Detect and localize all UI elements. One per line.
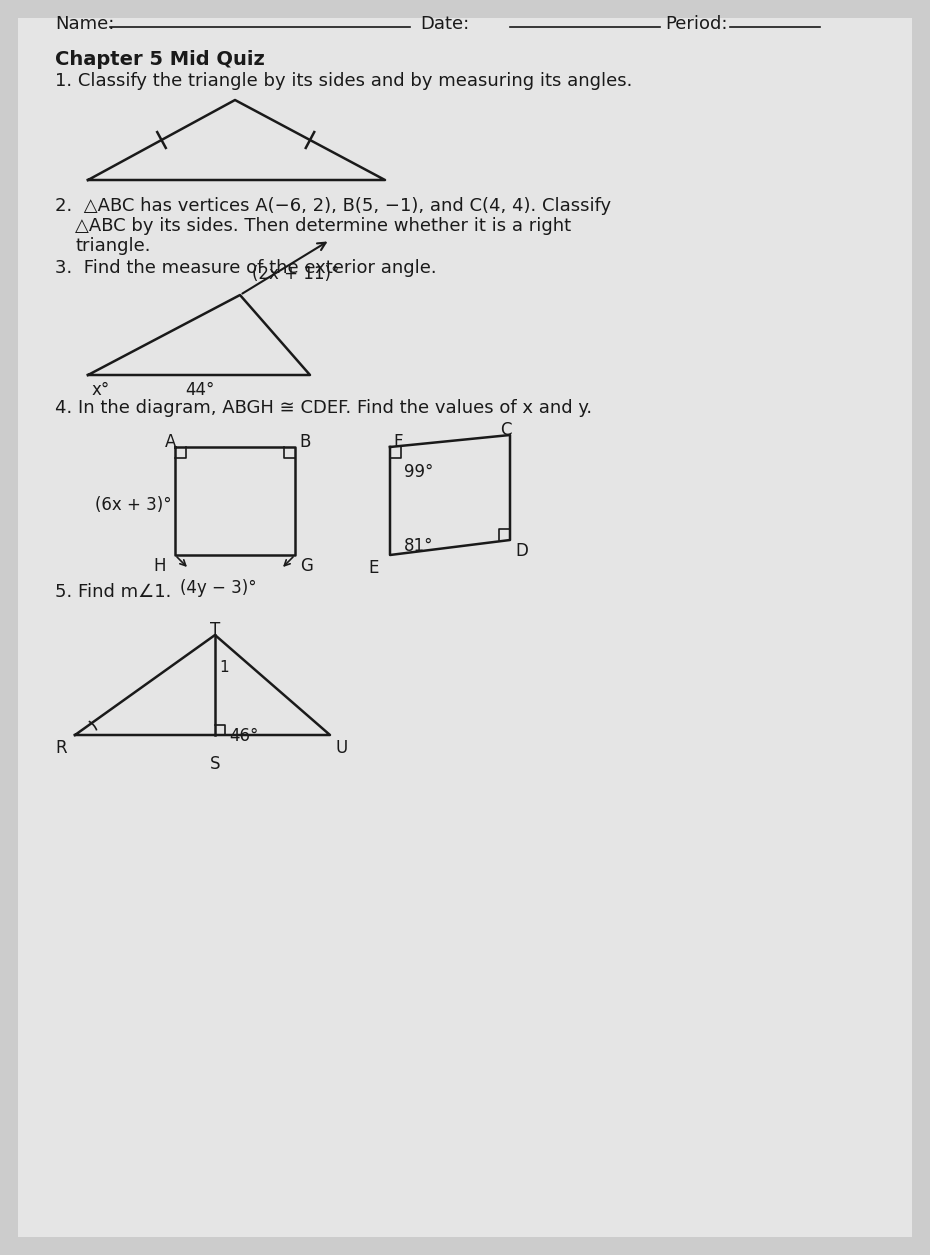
Text: (6x + 3)°: (6x + 3)° — [95, 496, 172, 515]
Text: H: H — [153, 557, 166, 575]
Text: T: T — [210, 621, 220, 639]
Text: 4. In the diagram, ABGH ≅ CDEF. Find the values of x and y.: 4. In the diagram, ABGH ≅ CDEF. Find the… — [55, 399, 592, 417]
Text: 99°: 99° — [404, 463, 433, 481]
Text: Chapter 5 Mid Quiz: Chapter 5 Mid Quiz — [55, 50, 265, 69]
Text: R: R — [55, 739, 67, 757]
Text: U: U — [335, 739, 347, 757]
Text: 46°: 46° — [229, 727, 259, 745]
Text: G: G — [300, 557, 312, 575]
Text: S: S — [210, 756, 220, 773]
Text: (2x + 11)°: (2x + 11)° — [252, 265, 339, 282]
Text: Date:: Date: — [420, 15, 470, 33]
Text: F: F — [393, 433, 403, 451]
Text: Period:: Period: — [665, 15, 727, 33]
Text: E: E — [368, 558, 379, 577]
Text: (4y − 3)°: (4y − 3)° — [180, 579, 257, 597]
Text: A: A — [165, 433, 177, 451]
Text: 81°: 81° — [404, 537, 433, 555]
Text: 1. Classify the triangle by its sides and by measuring its angles.: 1. Classify the triangle by its sides an… — [55, 72, 632, 90]
Text: Name:: Name: — [55, 15, 114, 33]
Text: 3.  Find the measure of the exterior angle.: 3. Find the measure of the exterior angl… — [55, 259, 436, 277]
Text: D: D — [515, 542, 528, 560]
Text: C: C — [500, 420, 512, 439]
Text: 2.  △ABC has vertices A(−6, 2), B(5, −1), and C(4, 4). Classify: 2. △ABC has vertices A(−6, 2), B(5, −1),… — [55, 197, 611, 215]
Text: B: B — [299, 433, 311, 451]
Text: 1: 1 — [219, 660, 229, 675]
Text: x°: x° — [92, 382, 111, 399]
Text: 5. Find m∠1.: 5. Find m∠1. — [55, 584, 171, 601]
Text: △ABC by its sides. Then determine whether it is a right: △ABC by its sides. Then determine whethe… — [75, 217, 571, 235]
Text: 44°: 44° — [185, 382, 215, 399]
Text: triangle.: triangle. — [75, 237, 151, 255]
